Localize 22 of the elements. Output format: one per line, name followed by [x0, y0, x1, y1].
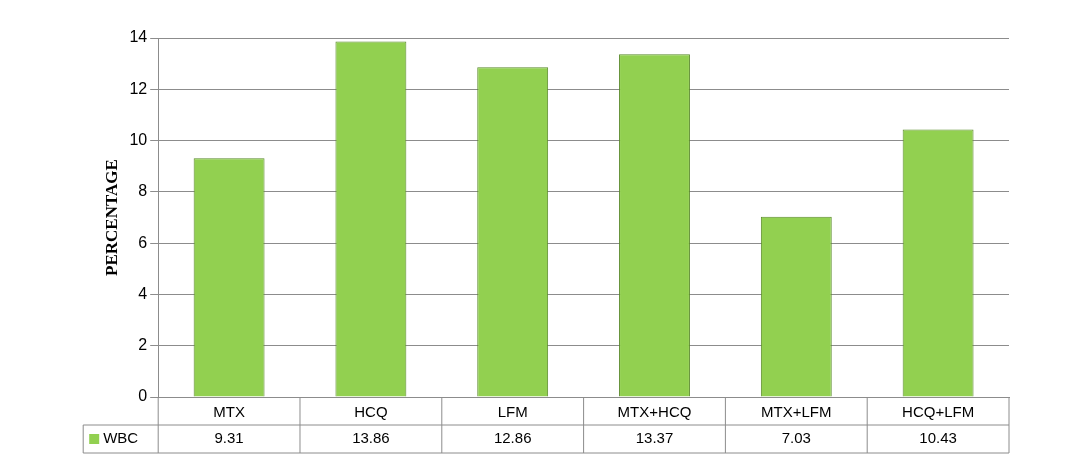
y-tick-label: 10	[129, 130, 148, 148]
data-label: 13.86	[352, 429, 390, 447]
data-label: 9.31	[214, 429, 244, 447]
y-tick-label: 0	[138, 387, 148, 405]
x-tick-label: HCQ	[354, 403, 388, 421]
y-tick-label: 4	[138, 284, 148, 302]
x-tick-label: MTX+LFM	[761, 403, 832, 421]
x-tick-label: MTX+HCQ	[617, 403, 692, 421]
legend-label: WBC	[103, 429, 139, 447]
data-label: 12.86	[493, 429, 532, 447]
data-label: 13.37	[635, 429, 674, 447]
y-axis-title: PERCENTAGE	[101, 159, 121, 276]
y-tick-label: 12	[129, 79, 148, 97]
x-tick-label: MTX	[213, 403, 245, 421]
y-tick-label: 6	[138, 233, 148, 251]
y-tick-label: 8	[138, 182, 148, 200]
x-tick-label: LFM	[497, 403, 528, 421]
data-label: 10.43	[919, 429, 957, 447]
data-label: 7.03	[781, 429, 811, 447]
x-tick-label: HCQ+LFM	[902, 403, 975, 421]
y-tick-label: 14	[129, 28, 148, 46]
y-tick-label: 2	[138, 336, 148, 354]
